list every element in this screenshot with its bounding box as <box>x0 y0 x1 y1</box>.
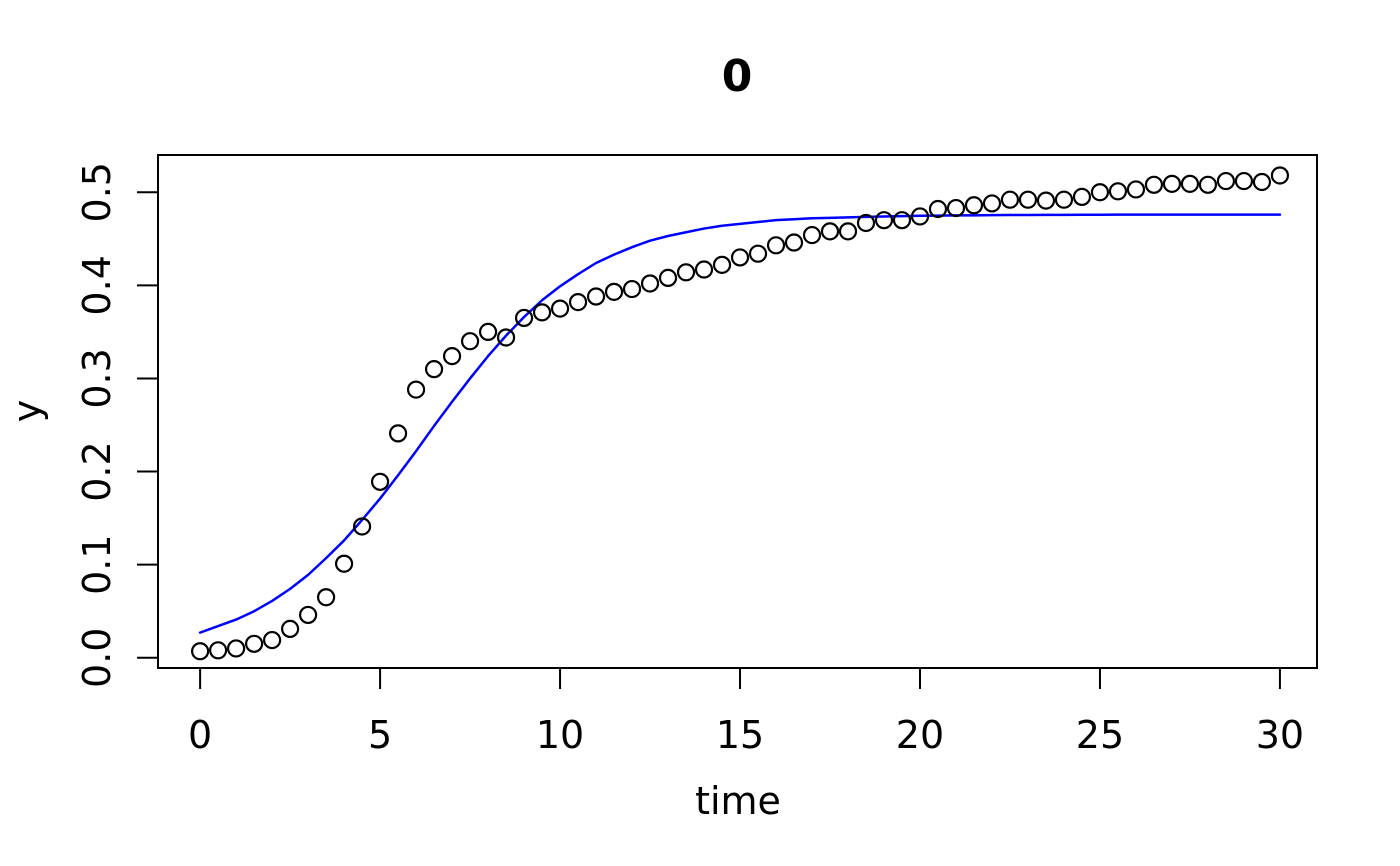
data-point <box>1270 166 1290 185</box>
data-point <box>676 263 696 282</box>
data-point <box>406 380 426 399</box>
x-axis: 0 5 10 15 20 25 30 <box>188 668 1304 757</box>
data-point <box>766 236 786 255</box>
data-point <box>712 255 732 274</box>
data-point <box>820 222 840 241</box>
data-point <box>568 293 588 312</box>
data-point <box>191 642 210 661</box>
y-tick-label: 0.0 <box>75 628 119 688</box>
data-point <box>892 211 912 230</box>
data-point <box>514 308 534 328</box>
data-point <box>694 260 714 279</box>
data-point <box>334 554 354 573</box>
data-point <box>1216 171 1236 191</box>
data-point <box>874 211 894 230</box>
data-point <box>316 588 336 607</box>
y-axis-label: y <box>5 400 49 423</box>
plot-box <box>157 154 1318 669</box>
y-tick-label: 0.2 <box>75 441 119 501</box>
data-point <box>802 225 822 245</box>
x-tick-label: 25 <box>1076 713 1124 757</box>
data-point <box>856 213 876 233</box>
x-tick-label: 15 <box>716 713 764 757</box>
data-point <box>1072 187 1092 206</box>
data-point <box>730 248 750 267</box>
data-point <box>245 634 264 653</box>
chart-title: 0 <box>722 51 753 102</box>
data-point <box>622 279 642 299</box>
data-point <box>640 274 660 293</box>
data-point <box>460 332 480 351</box>
data-point <box>910 207 930 226</box>
y-tick-label: 0.3 <box>75 348 119 408</box>
y-tick-label: 0.4 <box>75 255 119 315</box>
data-point <box>1162 174 1182 193</box>
data-point <box>928 199 948 219</box>
data-point <box>748 244 768 263</box>
data-point <box>1018 190 1038 209</box>
data-point <box>227 639 246 658</box>
data-point <box>604 282 624 301</box>
data-point <box>982 194 1002 213</box>
data-point <box>370 472 390 491</box>
y-tick-label: 0.5 <box>75 162 119 222</box>
data-point <box>1198 175 1218 194</box>
data-point <box>209 641 228 660</box>
x-axis-label: time <box>695 779 781 823</box>
data-point <box>478 322 498 341</box>
fitted-curve <box>198 213 1282 634</box>
data-point <box>1234 171 1254 191</box>
fitted-line-layer <box>198 213 1282 634</box>
data-point <box>388 424 408 443</box>
data-point <box>263 630 282 650</box>
data-point <box>280 619 300 638</box>
data-point <box>1252 172 1272 192</box>
data-point <box>1126 180 1146 199</box>
x-tick-label: 5 <box>368 713 392 757</box>
data-point <box>1144 175 1164 194</box>
data-point <box>838 222 858 241</box>
data-point <box>586 287 606 306</box>
data-point <box>784 233 804 252</box>
data-point <box>424 360 444 379</box>
x-tick-label: 10 <box>536 713 584 757</box>
x-tick-label: 0 <box>188 713 212 757</box>
y-axis: 0.0 0.1 0.2 0.3 0.4 0.5 <box>75 162 158 688</box>
data-point <box>1108 182 1128 201</box>
data-point <box>946 198 966 218</box>
data-point <box>550 299 570 318</box>
data-point <box>658 268 678 287</box>
data-point-layer <box>191 166 1290 661</box>
data-point <box>352 517 372 536</box>
data-point <box>1000 190 1020 209</box>
x-tick-label: 30 <box>1256 713 1304 757</box>
data-point <box>1036 191 1056 210</box>
y-tick-label: 0.1 <box>75 534 119 594</box>
data-point <box>1180 174 1200 193</box>
data-point <box>298 605 318 625</box>
data-point <box>1054 190 1074 209</box>
data-point <box>442 347 462 366</box>
data-point <box>496 328 516 347</box>
x-tick-label: 20 <box>896 713 944 757</box>
data-point <box>532 303 552 322</box>
data-point <box>964 196 984 215</box>
data-point <box>1090 183 1110 202</box>
